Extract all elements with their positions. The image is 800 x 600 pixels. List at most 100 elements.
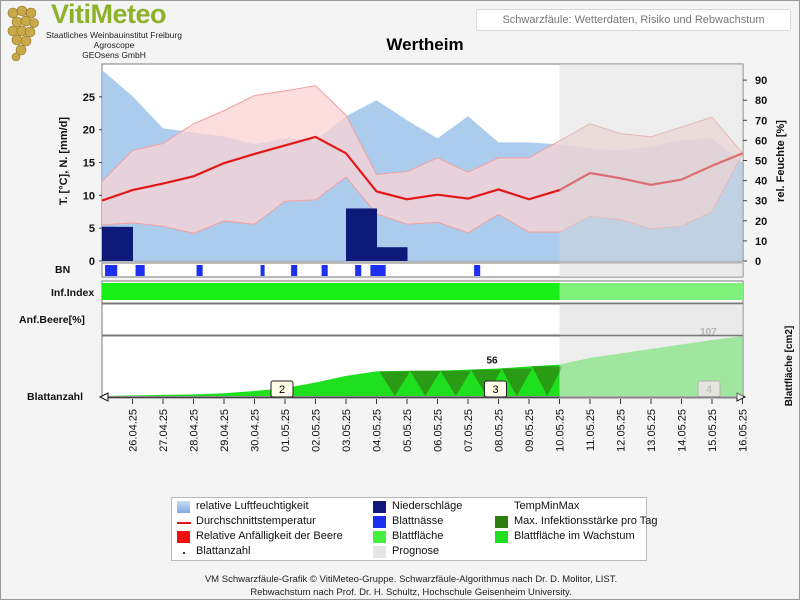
right-tick-label: 70 [755,115,767,127]
axis-arrow-right [736,392,747,402]
infection-index-bar [102,283,560,300]
grape-icon [7,5,39,62]
org-line-1: Staatliches Weinbauinstitut Freiburg [46,30,182,40]
legend: relative Luftfeuchtigkeit Niederschläge Te… [171,497,657,561]
left-tick-label: 20 [83,125,95,137]
x-tick-label: 14.05.25 [677,409,689,452]
leaf-wetness-block [105,265,118,276]
max-infection-mark [440,370,471,396]
forecast-overlay [559,64,743,261]
station-title: Wertheim [386,35,464,54]
leaf-wetness-block [321,265,328,276]
x-tick-label: 05.05.25 [402,409,414,452]
temp-min-line [101,153,743,234]
right-tick-label: 50 [755,156,767,168]
org-line-3: GEOsens GmbH [82,50,146,60]
leaf-count-label: 3 [492,384,498,396]
legend-swatch [495,516,508,528]
brand-name: VitiMeteo [51,0,167,29]
forecast-overlay [559,336,743,398]
credit-line-2: Rebwachstum nach Prof. Dr. H. Schultz, H… [250,587,572,598]
x-tick-label: 01.05.25 [280,409,292,452]
leaf-wetness-block [135,265,145,276]
left-tick-label: 5 [89,223,95,235]
leaf-wetness-block [196,265,203,276]
right-tick-label: 90 [755,75,767,87]
legend-swatch [373,501,386,513]
chart-subtitle: Schwarzfäule: Wetterdaten, Risiko und Re… [476,9,791,31]
credit-line-1: VM Schwarzfäule-Grafik © VitiMeteo-Grupp… [204,574,618,585]
legend-label: Max. Infektionsstärke pro Tag [514,515,658,527]
right-axis-label: rel. Feuchte [%] [775,120,787,202]
leaf-wetness-block [370,265,386,276]
legend-swatch [495,531,508,543]
x-tick-label: 06.05.25 [433,409,445,452]
legend-label: TempMinMax [514,500,580,512]
leaf-area-forecast [559,336,743,396]
legend-swatch [177,531,190,543]
legend-swatch [373,546,386,558]
right-tick-label: 20 [755,216,767,228]
legend-label: Blattnässe [392,515,444,527]
temp-minmax-band [102,85,743,234]
forecast-overlay [559,304,743,335]
legend-label: Niederschläge [392,500,463,512]
legend-swatch [177,522,191,524]
mean-temperature-line [101,135,743,202]
x-tick-label: 12.05.25 [616,409,628,452]
left-tick-label: 0 [89,256,95,268]
max-infection-mark [532,366,563,396]
row-label: Inf.Index [51,287,94,299]
x-tick-label: 16.05.25 [738,409,750,452]
temp-max-line [101,85,743,182]
x-tick-label: 13.05.25 [646,409,658,452]
legend-swatch [183,552,185,554]
x-tick-label: 29.04.25 [219,409,231,452]
leaf-wetness-block [474,265,481,276]
row-label: Anf.Beere[%] [19,314,85,326]
axis-arrow-left [98,392,109,402]
infection-index-forecast [559,283,743,300]
x-tick-label: 02.05.25 [311,409,323,452]
forecast-overlay [559,263,743,277]
x-tick-label: 08.05.25 [494,409,506,452]
right-tick-label: 30 [755,196,767,208]
leaf-wetness-block [260,265,265,276]
right-tick-label: 40 [755,176,767,188]
row-label: Blattanzahl [27,391,83,403]
x-tick-label: 30.04.25 [250,409,262,452]
legend-swatch [177,501,190,513]
right-tick-label: 0 [755,256,761,268]
max-infection-mark [501,368,532,396]
x-tick-label: 27.04.25 [158,409,170,452]
right-tick-label: 10 [755,236,767,248]
x-tick-label: 15.05.25 [707,409,719,452]
legend-label: Blattfläche im Wachstum [514,530,635,542]
vitimeteo-logo: VitiMeteo Staatliches Weinbauinstitut Fr… [3,1,193,63]
x-tick-label: 09.05.25 [524,409,536,452]
x-tick-label: 11.05.25 [585,409,597,451]
x-tick-label: 04.05.25 [372,409,384,452]
leaf-area-axis-label: Blattfläche [cm2] [784,326,795,407]
left-tick-label: 15 [83,158,95,170]
max-infection-mark [410,370,441,396]
legend-label: relative Luftfeuchtigkeit [196,500,309,512]
x-tick-label: 10.05.25 [555,409,567,452]
chart-svg: 0 5 10 15 20 25 0 10 20 30 40 50 60 70 80 90 T. [°C], N.… [19,63,795,452]
leaf-wetness-block [291,265,298,276]
org-line-2: Agroscope [93,40,135,50]
legend-swatch [373,531,386,543]
right-tick-label: 80 [755,95,767,107]
leaf-wetness-block [355,265,362,276]
leaf-count-label: 4 [706,384,712,396]
x-tick-label: 28.04.25 [189,409,201,452]
x-tick-label: 26.04.25 [128,409,140,452]
left-tick-label: 10 [83,190,95,202]
legend-label: Blattanzahl [196,545,251,557]
right-tick-label: 60 [755,135,767,147]
legend-label: Blattfläche [392,530,444,542]
legend-label: Durchschnittstemperatur [196,515,316,527]
x-tick-label: 03.05.25 [341,409,353,452]
legend-label: Relative Anfälligkeit der Beere [196,530,343,542]
